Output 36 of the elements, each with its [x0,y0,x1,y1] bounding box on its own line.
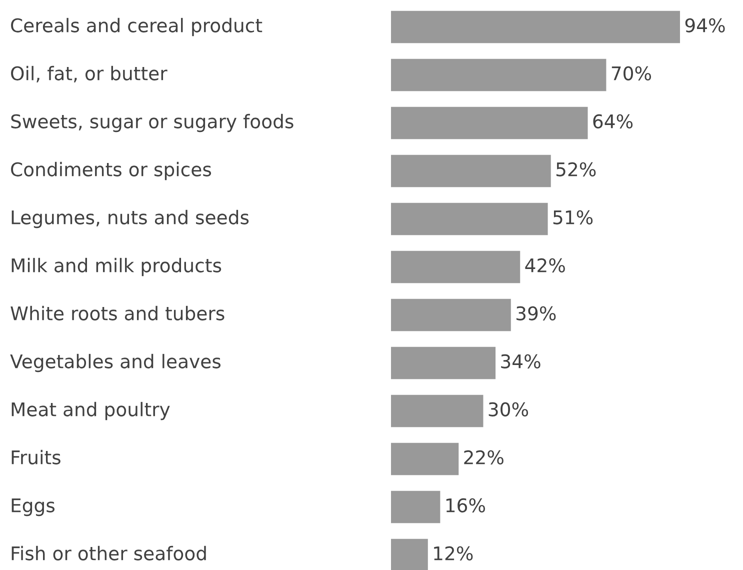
data-label: 70% [612,66,652,80]
bar [391,490,440,524]
y-tick-label: Sweets, sugar or sugary foods [11,114,294,132]
data-label: 12% [434,546,473,560]
y-tick-label: Vegetables and leaves [10,354,221,372]
data-label: 39% [516,306,556,320]
data-label: 51% [553,210,593,224]
bar [391,538,428,570]
y-tick-label: Legumes, nuts and seeds [12,210,249,228]
y-tick-label: Eggs [12,498,55,516]
bar [391,10,680,44]
data-label: 94% [685,18,725,32]
bar [391,106,588,140]
bar [391,394,484,428]
y-tick-label: White roots and tubers [10,306,224,320]
bar [391,202,548,236]
bar [391,58,606,92]
data-label: 52% [556,162,596,176]
bar [391,346,496,380]
y-tick-label: Meat and poultry [12,402,170,420]
data-label: 64% [593,114,633,128]
data-label: 30% [488,402,528,416]
data-label: 22% [464,450,504,464]
y-tick-label: Fish or other seafood [12,546,206,560]
bar [391,154,551,188]
bar [391,298,511,332]
data-label: 42% [525,258,565,272]
y-tick-label: Oil, fat, or butter [11,66,168,82]
y-tick-label: Milk and milk products [12,258,222,276]
y-tick-label: Condiments or spices [11,162,212,180]
bar [391,250,520,284]
data-label: 34% [501,354,540,368]
y-tick-label: Cereals and cereal product [11,18,262,36]
y-tick-label: Fruits [12,450,60,464]
data-label: 16% [446,498,485,512]
bar [391,442,459,476]
